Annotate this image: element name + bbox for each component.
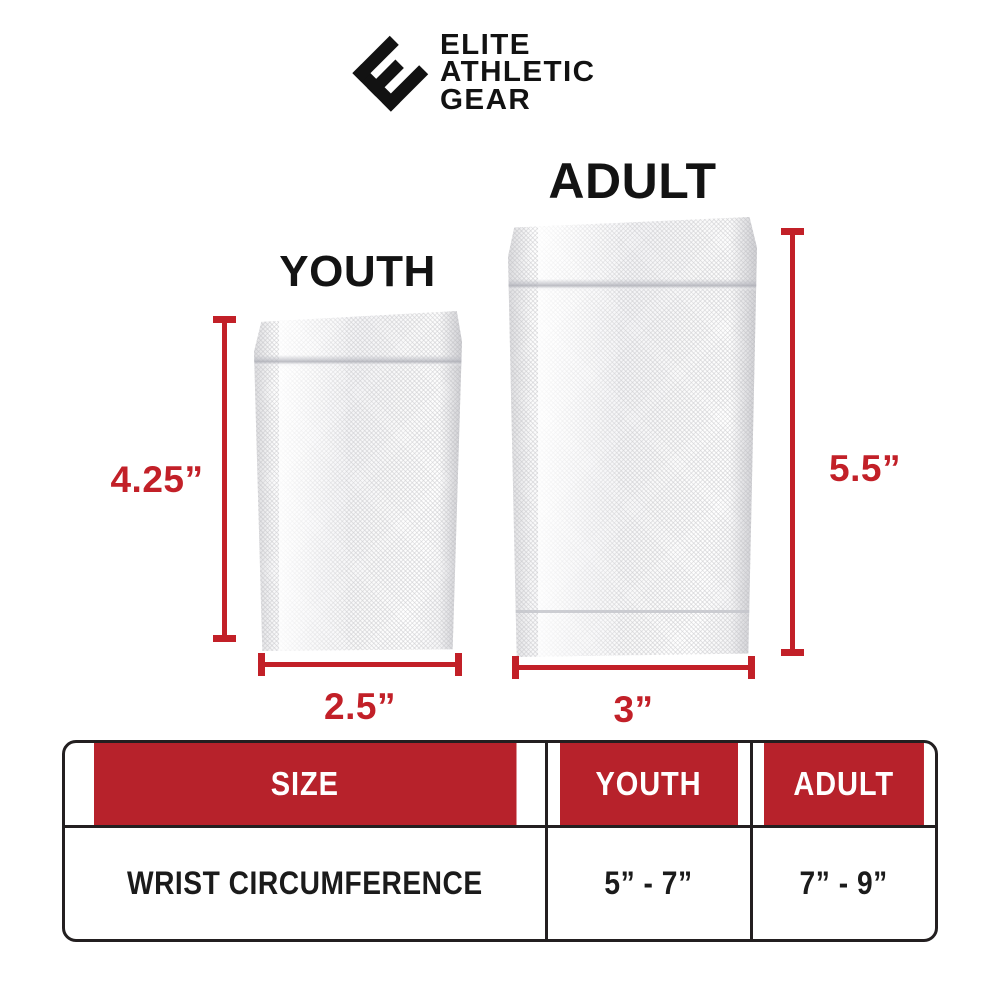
adult-heading: ADULT (548, 153, 717, 209)
bottom-hem (508, 610, 757, 613)
adult-height-label: 5.5” (829, 448, 901, 489)
table-header-youth: YOUTH (556, 743, 739, 828)
youth-sleeve-image (254, 311, 462, 651)
youth-width-label: 2.5” (324, 686, 396, 727)
wordmark-line-2: ATHLETIC (440, 56, 596, 89)
youth-height-dimension-line (213, 316, 236, 642)
brand-logo: ELITE ATHLETIC GEAR (352, 22, 652, 122)
table-header-adult: ADULT (760, 743, 924, 828)
youth-height-label: 4.25” (110, 459, 204, 500)
wordmark-line-3: GEAR (440, 83, 532, 116)
elite-athletic-gear-e-mark (352, 35, 429, 112)
wordmark-line-1: ELITE (440, 29, 531, 62)
adult-width-dimension-line (512, 656, 755, 679)
top-seam (254, 355, 462, 367)
adult-sleeve-image (508, 217, 757, 657)
adult-height-dimension-line (781, 228, 804, 656)
adult-width-label: 3” (613, 689, 654, 730)
cell-youth-wrist-circumference: 5” - 7” (556, 826, 739, 939)
youth-width-dimension-line (258, 653, 462, 676)
table-row: WRIST CIRCUMFERENCE 5” - 7” 7” - 9” (65, 826, 935, 939)
brand-wordmark: ELITE ATHLETIC GEAR (440, 29, 596, 116)
row-label-wrist-circumference: WRIST CIRCUMFERENCE (126, 864, 483, 901)
cell-adult-wrist-circumference: 7” - 9” (760, 826, 924, 939)
top-seam (508, 279, 757, 291)
table-header-size: SIZE (93, 743, 518, 828)
youth-heading: YOUTH (279, 247, 436, 296)
fabric-sheen (278, 311, 346, 651)
table-header-row: SIZE YOUTH ADULT (65, 743, 935, 828)
size-chart-table: SIZE YOUTH ADULT WRIST CIRCUMFERENCE 5” … (62, 740, 938, 942)
